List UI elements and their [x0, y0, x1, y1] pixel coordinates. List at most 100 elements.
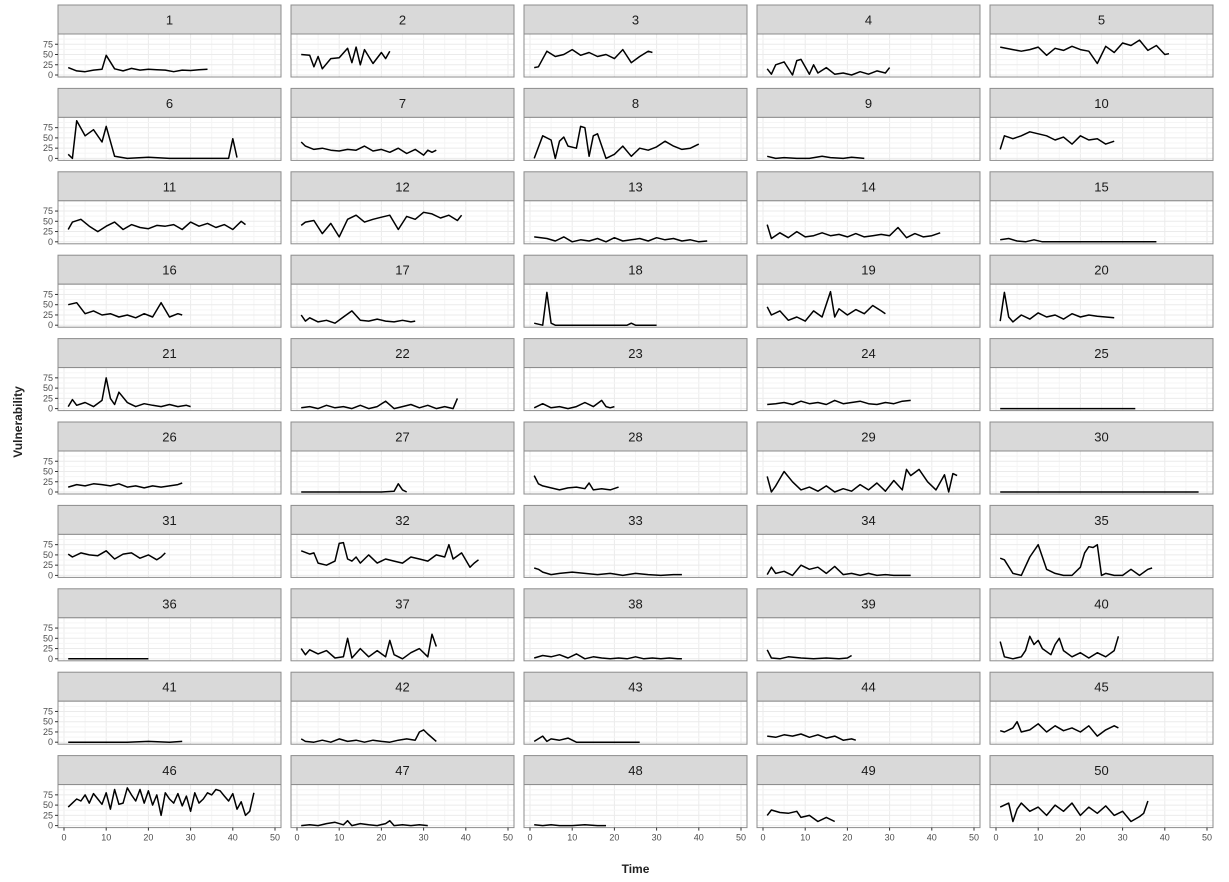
- x-tick-label: 50: [503, 833, 513, 843]
- panel-border: [989, 283, 1214, 328]
- facet-strip-label: 11: [163, 179, 177, 194]
- facet-panel-47: 47 0 10 20 30 40 50: [290, 755, 515, 843]
- facet-strip-label: 15: [1094, 179, 1108, 194]
- series-line-40: [999, 635, 1120, 660]
- y-tick-label: 75: [43, 39, 53, 49]
- facet-strip-label: 50: [1094, 763, 1108, 778]
- facet-panel-42: 42: [290, 671, 515, 745]
- panel-border: [57, 617, 282, 662]
- x-tick-label: 10: [800, 833, 810, 843]
- y-tick-label: 75: [43, 456, 53, 466]
- facet-panel-23: 23: [523, 338, 748, 412]
- series-line-3: [534, 48, 653, 69]
- facet-panel-49: 49 0 10 20 30 40 50: [756, 755, 981, 843]
- facet-strip-label: 7: [399, 96, 406, 111]
- x-tick-label: 10: [334, 833, 344, 843]
- x-tick-label: 20: [1075, 833, 1085, 843]
- facet-strip-label: 1: [166, 13, 173, 28]
- panel-border: [989, 784, 1214, 829]
- panel-border: [57, 200, 282, 245]
- facet-strip: [523, 4, 748, 35]
- panel-border: [523, 784, 748, 829]
- y-tick-label: 50: [43, 383, 53, 393]
- facet-strip-label: 6: [166, 96, 173, 111]
- panel-border: [523, 200, 748, 245]
- facet-panel-12: 12: [290, 171, 515, 245]
- series-line-4: [766, 58, 891, 76]
- facet-panel-13: 13: [523, 171, 748, 245]
- panel-border: [989, 116, 1214, 161]
- series-line-20: [999, 291, 1115, 323]
- series-line-41: [68, 740, 183, 743]
- series-line-5: [1000, 39, 1170, 65]
- facet-strip-label: 12: [395, 179, 409, 194]
- series-line-38: [533, 653, 682, 660]
- y-tick-label: 75: [43, 373, 53, 383]
- x-tick-label: 10: [101, 833, 111, 843]
- facet-strip: [57, 4, 282, 35]
- facet-strip-label: 21: [162, 346, 176, 361]
- x-tick-label: 20: [143, 833, 153, 843]
- facet-panel-39: 39: [756, 588, 981, 662]
- series-line-46: [67, 787, 255, 817]
- facet-strip: [523, 338, 748, 369]
- facet-strip: [57, 171, 282, 202]
- facet-panel-20: 20: [989, 254, 1214, 328]
- facet-strip-label: 46: [162, 763, 176, 778]
- y-tick-label: 0: [48, 237, 53, 247]
- panel-border: [756, 200, 981, 245]
- series-line-50: [999, 800, 1149, 823]
- panel-border: [756, 116, 981, 161]
- facet-panel-28: 28: [523, 421, 748, 495]
- series-line-19: [766, 290, 886, 322]
- x-tick-label: 10: [1033, 833, 1043, 843]
- panel-border: [57, 700, 282, 745]
- y-tick-label: 50: [43, 467, 53, 477]
- panel-border: [290, 784, 515, 829]
- facet-strip-label: 3: [632, 13, 639, 28]
- facet-strip: [290, 254, 515, 285]
- y-tick-label: 50: [43, 50, 53, 60]
- facet-strip: [756, 254, 981, 285]
- facet-panel-25: 25: [989, 338, 1214, 412]
- panel-border: [523, 283, 748, 328]
- facet-strip: [523, 254, 748, 285]
- facet-panel-2: 2: [290, 4, 515, 78]
- facet-panel-10: 10: [989, 87, 1214, 161]
- y-axis-title: Vulnerability: [11, 386, 25, 458]
- panel-border: [989, 533, 1214, 578]
- facet-strip: [57, 421, 282, 452]
- facet-strip-label: 25: [1094, 346, 1108, 361]
- panel-border: [756, 700, 981, 745]
- series-line-26: [67, 482, 183, 489]
- facet-strip-label: 41: [162, 680, 176, 695]
- y-tick-label: 25: [43, 60, 53, 70]
- y-tick-label: 0: [48, 821, 53, 831]
- panel-border: [523, 617, 748, 662]
- facet-panel-17: 17: [290, 254, 515, 328]
- facet-strip: [57, 671, 282, 702]
- series-line-33: [533, 567, 682, 577]
- panel-border: [290, 450, 515, 495]
- x-tick-label: 30: [652, 833, 662, 843]
- facet-strip: [756, 4, 981, 35]
- facet-strip-label: 10: [1094, 96, 1108, 111]
- facet-strip-label: 16: [162, 263, 176, 278]
- facet-panel-33: 33: [523, 504, 748, 578]
- x-tick-label: 40: [461, 833, 471, 843]
- facet-strip-label: 26: [162, 430, 176, 445]
- facet-strip: [989, 588, 1214, 619]
- facet-strip-label: 13: [628, 179, 642, 194]
- panel-border: [989, 367, 1214, 412]
- facet-strip: [523, 87, 748, 118]
- facet-panel-15: 15: [989, 171, 1214, 245]
- facet-strip-label: 9: [865, 96, 872, 111]
- panel-border: [756, 283, 981, 328]
- panel-border: [57, 533, 282, 578]
- facet-strip: [57, 755, 282, 786]
- y-tick-label: 0: [48, 737, 53, 747]
